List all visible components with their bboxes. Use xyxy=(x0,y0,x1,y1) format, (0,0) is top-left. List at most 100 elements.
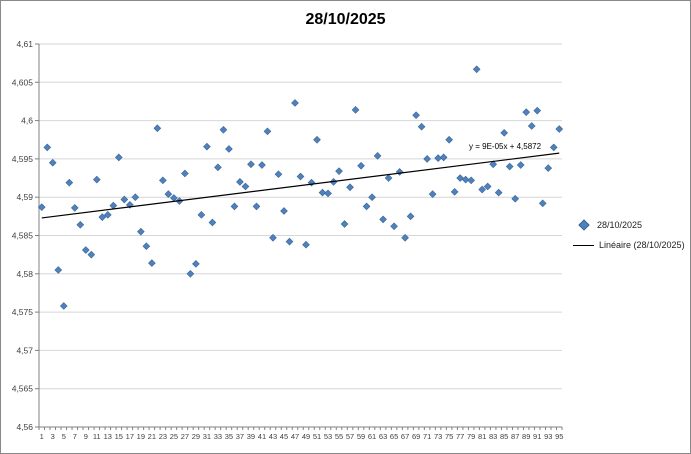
scatter-point[interactable] xyxy=(346,183,354,192)
scatter-point[interactable] xyxy=(368,193,376,202)
scatter-point[interactable] xyxy=(450,188,459,196)
scatter-point[interactable] xyxy=(439,153,448,162)
scatter-point[interactable] xyxy=(445,135,453,144)
scatter-point[interactable] xyxy=(87,250,96,259)
trendline-equation-label[interactable]: y = 9E-05x + 4,5872 xyxy=(469,142,542,151)
scatter-point[interactable] xyxy=(81,246,90,254)
scatter-point[interactable] xyxy=(395,168,404,176)
scatter-point[interactable] xyxy=(324,189,332,198)
scatter-point[interactable] xyxy=(494,188,503,197)
scatter-point[interactable] xyxy=(533,106,542,115)
scatter-point[interactable] xyxy=(285,237,294,246)
scatter-point[interactable] xyxy=(54,266,63,274)
scatter-point[interactable] xyxy=(401,233,409,242)
scatter-point[interactable] xyxy=(98,213,107,221)
scatter-point[interactable] xyxy=(37,203,46,211)
scatter-point[interactable] xyxy=(70,204,79,212)
scatter-point[interactable] xyxy=(48,158,57,167)
scatter-point[interactable] xyxy=(192,260,200,268)
scatter-point[interactable] xyxy=(461,175,470,184)
scatter-point[interactable] xyxy=(390,222,398,231)
legend-item-trendline[interactable]: Linéaire (28/10/2025) xyxy=(573,240,685,250)
scatter-point[interactable] xyxy=(137,227,145,236)
chart-title[interactable]: 28/10/2025 xyxy=(305,11,386,28)
scatter-point[interactable] xyxy=(505,162,514,171)
scatter-point[interactable] xyxy=(302,240,310,249)
scatter-point[interactable] xyxy=(208,218,217,227)
scatter-point[interactable] xyxy=(241,182,250,191)
scatter-point[interactable] xyxy=(76,220,85,229)
scatter-point[interactable] xyxy=(181,169,189,178)
scatter-point[interactable] xyxy=(164,190,173,198)
scatter-point[interactable] xyxy=(434,154,442,162)
scatter-point[interactable] xyxy=(43,143,52,152)
trendline[interactable] xyxy=(41,152,560,219)
scatter-point[interactable] xyxy=(197,210,206,219)
scatter-point[interactable] xyxy=(109,201,118,210)
scatter-point[interactable] xyxy=(318,188,327,197)
scatter-point[interactable] xyxy=(59,302,68,310)
scatter-point[interactable] xyxy=(549,143,558,152)
scatter-point[interactable] xyxy=(483,182,492,191)
scatter-point[interactable] xyxy=(252,202,261,211)
scatter-point[interactable] xyxy=(258,161,266,169)
scatter-point[interactable] xyxy=(230,202,239,211)
scatter-point[interactable] xyxy=(159,176,167,185)
legend-item-series[interactable]: 28/10/2025 xyxy=(573,219,685,231)
scatter-point[interactable] xyxy=(247,160,255,169)
scatter-point[interactable] xyxy=(296,172,305,181)
scatter-point[interactable] xyxy=(538,199,547,208)
scatter-point[interactable] xyxy=(544,164,553,172)
scatter-point[interactable] xyxy=(555,125,564,133)
scatter-point[interactable] xyxy=(236,178,244,186)
scatter-point[interactable] xyxy=(120,195,129,204)
scatter-point[interactable] xyxy=(92,175,101,184)
scatter-point[interactable] xyxy=(263,127,272,136)
scatter-point[interactable] xyxy=(412,111,420,120)
x-axis-label: 9 xyxy=(84,432,88,441)
scatter-point[interactable] xyxy=(423,155,431,163)
scatter-point[interactable] xyxy=(357,161,365,170)
scatter-point[interactable] xyxy=(516,161,525,169)
scatter-point[interactable] xyxy=(131,193,140,202)
scatter-point[interactable] xyxy=(362,202,371,211)
scatter-point[interactable] xyxy=(148,259,156,267)
scatter-point[interactable] xyxy=(467,176,475,185)
scatter-point[interactable] xyxy=(186,269,195,278)
x-axis-label: 89 xyxy=(522,432,530,441)
scatter-point[interactable] xyxy=(291,99,299,107)
scatter-point[interactable] xyxy=(103,210,112,219)
scatter-point[interactable] xyxy=(428,190,437,198)
scatter-point[interactable] xyxy=(417,122,426,131)
scatter-point[interactable] xyxy=(527,122,536,130)
scatter-point[interactable] xyxy=(522,108,531,116)
scatter-point[interactable] xyxy=(511,194,520,203)
scatter-point[interactable] xyxy=(313,135,321,144)
scatter-point[interactable] xyxy=(225,145,233,153)
x-axis-label: 27 xyxy=(181,432,189,441)
scatter-point[interactable] xyxy=(335,167,343,175)
scatter-point[interactable] xyxy=(219,125,228,134)
scatter-point[interactable] xyxy=(472,65,481,74)
scatter-point[interactable] xyxy=(478,185,486,194)
scatter-point[interactable] xyxy=(500,129,509,137)
scatter-point[interactable] xyxy=(153,124,162,133)
scatter-point[interactable] xyxy=(142,242,151,251)
scatter-point[interactable] xyxy=(269,233,277,242)
scatter-point[interactable] xyxy=(214,163,222,172)
scatter-point[interactable] xyxy=(203,142,211,151)
scatter-point[interactable] xyxy=(379,215,387,224)
scatter-point[interactable] xyxy=(340,220,349,228)
scatter-point[interactable] xyxy=(406,212,415,221)
legend[interactable]: 28/10/2025 Linéaire (28/10/2025) xyxy=(573,219,685,260)
scatter-point[interactable] xyxy=(65,178,74,187)
scatter-point[interactable] xyxy=(384,174,393,182)
scatter-point[interactable] xyxy=(456,174,464,182)
scatter-point[interactable] xyxy=(351,106,360,114)
scatter-point[interactable] xyxy=(274,170,283,179)
scatter-point[interactable] xyxy=(280,207,288,215)
scatter-point[interactable] xyxy=(115,153,123,162)
scatter-point[interactable] xyxy=(373,152,382,160)
scatter-point[interactable] xyxy=(489,160,498,169)
